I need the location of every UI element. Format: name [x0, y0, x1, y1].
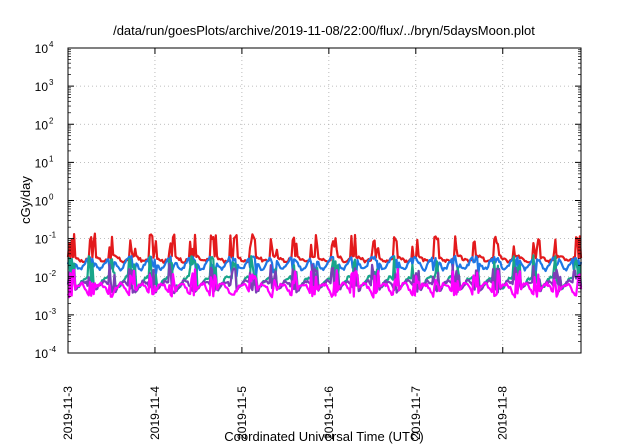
y-tick-exponent: -4: [49, 345, 57, 354]
series-group: [66, 232, 583, 299]
series-line: [66, 232, 583, 264]
y-tick-exponent: -2: [49, 269, 57, 278]
y-tick-label: 10: [35, 347, 49, 361]
y-tick-label: 10: [35, 271, 49, 285]
x-tick-label: 2019-11-6: [322, 386, 336, 440]
x-tick-label: 2019-11-8: [496, 386, 510, 440]
grid: [68, 48, 581, 353]
y-tick-label: 10: [35, 42, 49, 56]
x-tick-label: 2019-11-7: [409, 386, 423, 440]
y-tick-label: 10: [35, 309, 49, 323]
chart-title: /data/run/goesPlots/archive/2019-11-08/2…: [113, 23, 535, 38]
y-tick-exponent: 0: [49, 193, 54, 202]
y-tick-label: 10: [35, 233, 49, 247]
y-tick-label: 10: [35, 118, 49, 132]
y-tick-exponent: 2: [49, 116, 54, 125]
y-tick-label: 10: [35, 195, 49, 209]
x-tick-label: 2019-11-4: [148, 386, 162, 440]
y-tick-label: 10: [35, 156, 49, 170]
y-tick-exponent: -1: [49, 231, 57, 240]
y-tick-exponent: -3: [49, 307, 57, 316]
series-line: [66, 262, 583, 295]
y-tick-label: 10: [35, 80, 49, 94]
x-tick-label: 2019-11-3: [61, 386, 75, 440]
y-tick-exponent: 1: [49, 154, 54, 163]
series-line: [66, 255, 583, 279]
y-tick-exponent: 4: [49, 40, 54, 49]
y-tick-exponent: 3: [49, 78, 54, 87]
x-axis-label: Coordinated Universal Time (UTC): [224, 429, 423, 444]
x-axis: 2019-11-3 2019-11-4 2019-11-5 2019-11-6 2019…: [61, 48, 510, 440]
x-tick-label: 2019-11-5: [235, 386, 249, 440]
y-axis-label: cGy/day: [18, 176, 33, 224]
series-line: [66, 268, 583, 299]
